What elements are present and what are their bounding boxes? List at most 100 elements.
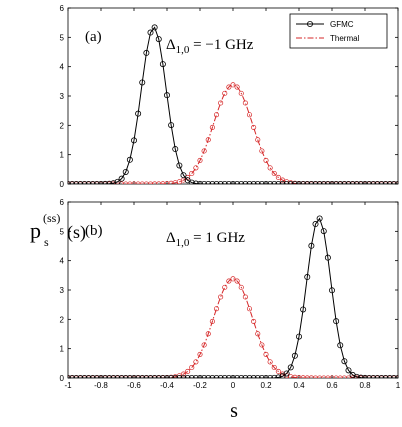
point-thermal-a-47 [259, 148, 265, 154]
point-gfmc-a-50 [271, 181, 278, 184]
point-gfmc-a-43 [242, 181, 249, 184]
point-gfmc-a-49 [267, 181, 274, 184]
point-gfmc-a-71 [357, 181, 364, 184]
point-gfmc-b-33 [201, 375, 208, 378]
point-gfmc-a-13 [118, 175, 125, 182]
y-tick-label-b-2: 2 [60, 315, 65, 324]
point-thermal-a-2 [73, 181, 79, 184]
point-gfmc-a-69 [349, 181, 356, 184]
point-gfmc-b-65 [333, 318, 340, 325]
point-gfmc-b-2 [73, 375, 80, 378]
point-thermal-a-4 [81, 181, 88, 184]
point-thermal-a-70 [354, 181, 360, 184]
point-gfmc-a-65 [333, 181, 340, 184]
point-thermal-a-76 [378, 181, 385, 184]
point-gfmc-b-31 [192, 375, 199, 378]
point-gfmc-b-41 [234, 375, 241, 378]
point-gfmc-b-14 [122, 375, 129, 378]
point-thermal-a-44 [246, 112, 253, 118]
legend-gfmc-label: GFMC [330, 20, 354, 29]
point-gfmc-a-76 [378, 181, 385, 184]
point-gfmc-b-46 [254, 375, 261, 378]
x-tick-label-b-8: 0.6 [326, 381, 338, 390]
plot-area-b [68, 215, 398, 378]
panel-label-a: (a) [85, 29, 102, 45]
point-gfmc-a-46 [254, 181, 261, 184]
panel-label-b: (b) [85, 223, 103, 239]
point-gfmc-b-51 [275, 374, 282, 378]
series-line-thermal-b [68, 278, 398, 378]
point-thermal-b-35 [209, 318, 215, 324]
point-thermal-a-6 [90, 181, 96, 184]
point-gfmc-b-3 [77, 375, 84, 378]
legend-box [289, 13, 388, 49]
point-gfmc-a-51 [275, 181, 282, 184]
point-gfmc-a-70 [353, 181, 360, 184]
point-gfmc-b-66 [337, 342, 344, 349]
point-gfmc-a-79 [390, 181, 397, 184]
point-gfmc-a-37 [217, 181, 224, 184]
point-gfmc-b-60 [312, 221, 319, 228]
point-thermal-a-75 [374, 181, 380, 184]
series-line-gfmc-b [68, 217, 398, 378]
x-tick-label-b-3: -0.4 [160, 381, 174, 390]
point-gfmc-b-1 [69, 375, 76, 378]
point-gfmc-a-27 [176, 162, 183, 169]
point-thermal-a-42 [238, 90, 244, 96]
point-thermal-a-1 [69, 181, 75, 184]
y-tick-label-b-1: 1 [60, 345, 65, 354]
panel-a: 0 1 2 3 4 5 6 (a) Δ1,0 = −1 GHz GFMC Thermal [60, 4, 399, 189]
point-gfmc-a-44 [246, 181, 253, 184]
y-tick-label-a-2: 2 [60, 121, 65, 130]
point-gfmc-a-58 [304, 181, 311, 184]
point-thermal-a-71 [358, 181, 364, 184]
point-thermal-b-30 [189, 364, 195, 371]
point-gfmc-a-77 [382, 181, 389, 184]
point-gfmc-a-57 [300, 181, 307, 184]
point-thermal-a-40 [230, 82, 236, 88]
point-gfmc-a-66 [337, 181, 344, 184]
point-gfmc-b-18 [139, 375, 146, 378]
point-thermal-b-38 [222, 284, 228, 290]
point-thermal-a-48 [263, 157, 269, 163]
point-thermal-b-50 [271, 364, 277, 371]
point-gfmc-b-53 [283, 370, 290, 377]
point-gfmc-b-49 [267, 374, 274, 378]
point-gfmc-a-64 [329, 181, 335, 184]
point-gfmc-b-74 [370, 374, 377, 378]
point-gfmc-a-22 [155, 36, 162, 43]
point-thermal-b-48 [263, 351, 269, 357]
point-gfmc-b-78 [386, 375, 393, 378]
point-gfmc-b-0 [68, 375, 71, 378]
point-gfmc-a-53 [283, 181, 290, 184]
y-tick-label-b-6: 6 [60, 198, 65, 207]
point-gfmc-b-79 [390, 375, 397, 378]
point-thermal-b-49 [267, 359, 273, 365]
point-thermal-a-11 [110, 181, 116, 184]
legend: GFMC Thermal [289, 13, 388, 49]
point-gfmc-b-24 [164, 375, 170, 378]
point-gfmc-b-20 [147, 375, 154, 378]
point-gfmc-a-36 [213, 181, 220, 184]
point-gfmc-a-19 [143, 49, 150, 56]
panel-b: -1 -0.8 -0.6 -0.4 -0.2 0 0.2 0.4 0.6 0.8 1 0 1 2 3 4 5 6 (… [60, 198, 401, 390]
point-gfmc-b-30 [188, 375, 195, 378]
point-gfmc-b-17 [135, 375, 142, 378]
point-gfmc-b-15 [126, 375, 133, 378]
point-gfmc-a-38 [221, 181, 228, 184]
point-thermal-a-43 [242, 100, 248, 106]
point-gfmc-a-80 [395, 181, 398, 184]
point-gfmc-b-37 [217, 375, 224, 378]
point-gfmc-a-78 [386, 181, 393, 184]
point-thermal-a-38 [222, 90, 228, 96]
point-thermal-b-43 [242, 294, 248, 300]
point-gfmc-b-16 [131, 375, 137, 378]
point-thermal-a-66 [337, 181, 343, 184]
point-gfmc-a-1 [69, 181, 76, 184]
point-gfmc-b-12 [114, 375, 121, 378]
point-thermal-a-8 [98, 181, 104, 184]
point-thermal-b-41 [234, 278, 240, 284]
point-thermal-b-32 [197, 351, 203, 357]
point-thermal-a-13 [119, 181, 125, 184]
